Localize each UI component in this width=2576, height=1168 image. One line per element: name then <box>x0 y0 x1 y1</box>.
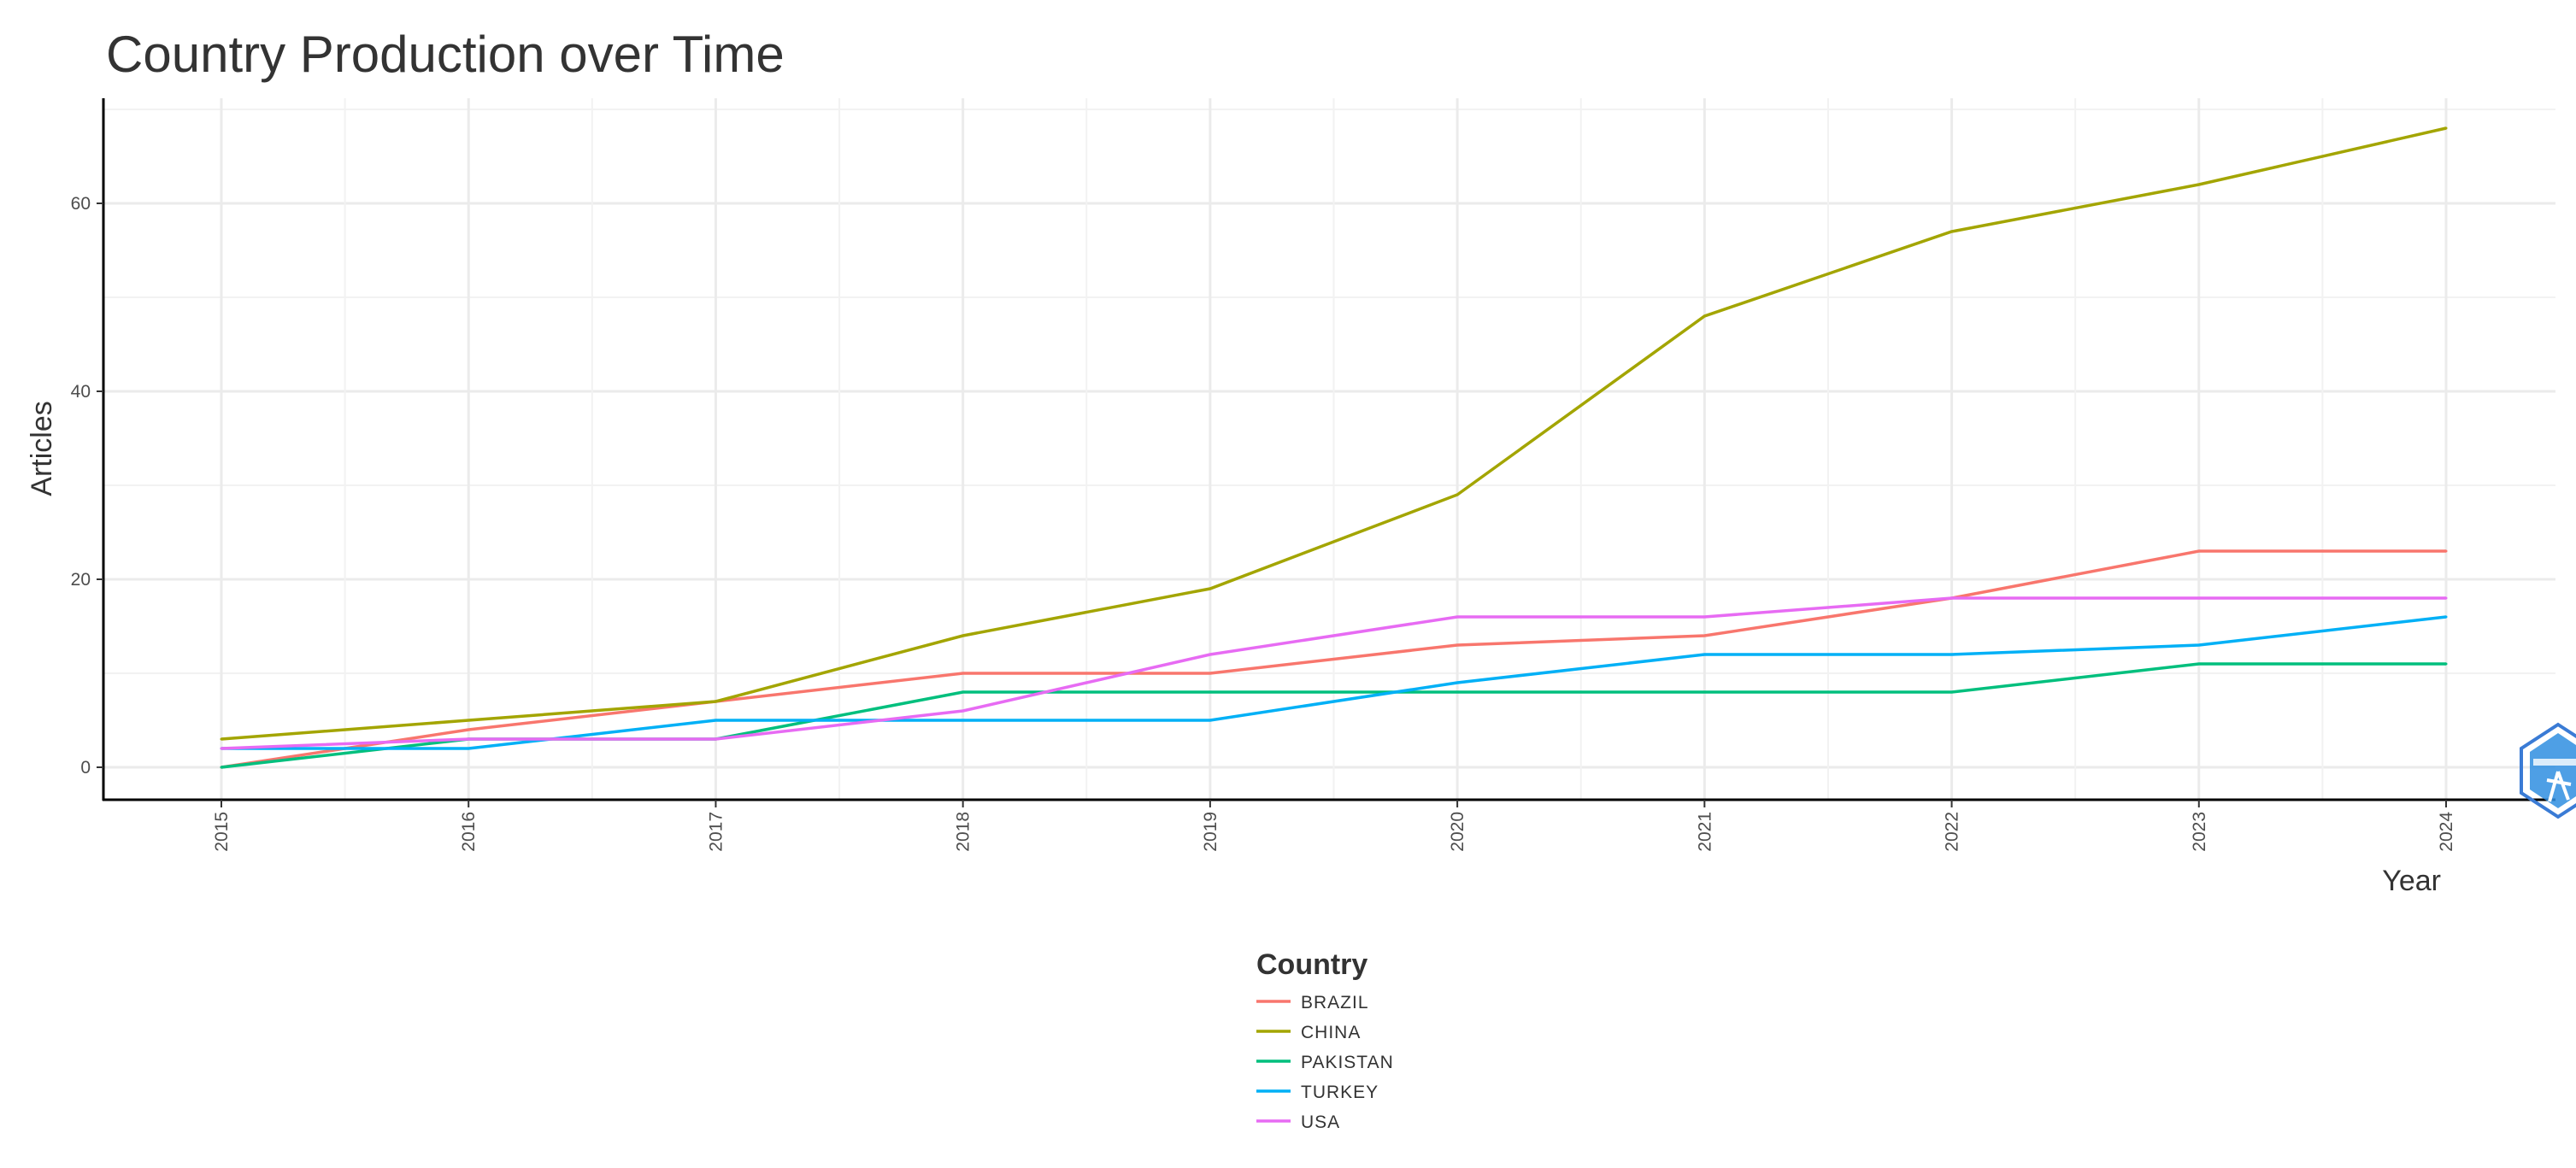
x-tick-label: 2015 <box>212 812 232 852</box>
legend-label: BRAZIL <box>1301 993 1369 1012</box>
data-point-brazil <box>1703 634 1706 637</box>
data-point-china <box>1209 587 1212 590</box>
series-line-china <box>221 126 2447 741</box>
x-tick-label: 2021 <box>1695 812 1714 852</box>
data-point-pakistan <box>1950 690 1954 694</box>
x-axis-label: Year <box>2382 865 2441 897</box>
data-point-brazil <box>2197 549 2201 553</box>
data-point-pakistan <box>962 690 965 694</box>
data-point-pakistan <box>1703 690 1706 694</box>
data-point-brazil <box>1209 672 1212 675</box>
data-point-usa <box>1703 615 1706 619</box>
data-point-china <box>962 634 965 637</box>
y-tick-label: 40 <box>71 382 91 402</box>
data-point-china <box>1950 230 1954 233</box>
x-tick-label: 2017 <box>706 812 726 852</box>
data-point-china <box>1456 493 1459 496</box>
data-point-pakistan <box>2197 662 2201 666</box>
y-axis-label: Articles <box>26 401 58 496</box>
series-lines <box>220 126 2448 769</box>
data-point-brazil <box>1456 643 1459 647</box>
x-tick-label: 2024 <box>2437 812 2456 852</box>
legend-item-usa: USA <box>1256 1112 1340 1132</box>
legend-label: CHINA <box>1301 1023 1361 1042</box>
data-point-turkey <box>2197 643 2201 647</box>
legend-item-turkey: TURKEY <box>1256 1083 1379 1102</box>
x-axis-ticks: 2015 2016 2017 2018 2019 2020 2021 2022 2023 2024 <box>212 800 2456 852</box>
data-point-pakistan <box>1209 690 1212 694</box>
data-point-china <box>1703 314 1706 318</box>
legend-label: TURKEY <box>1301 1083 1379 1102</box>
legend-item-pakistan: PAKISTAN <box>1256 1053 1394 1072</box>
data-point-usa <box>220 747 223 750</box>
series-line-usa <box>221 596 2446 750</box>
data-point-usa <box>1950 596 1954 600</box>
legend-item-brazil: BRAZIL <box>1256 993 1369 1012</box>
legend-label: PAKISTAN <box>1301 1053 1394 1072</box>
data-point-usa <box>2444 596 2448 600</box>
y-axis-ticks: 0 20 40 60 <box>71 194 103 778</box>
data-point-turkey <box>1950 653 1954 656</box>
chart-title: Country Production over Time <box>106 26 785 83</box>
data-point-pakistan <box>1456 690 1459 694</box>
data-point-turkey <box>467 747 470 750</box>
data-point-turkey <box>1703 653 1706 656</box>
y-tick-label: 60 <box>71 194 91 214</box>
data-point-turkey <box>714 719 717 722</box>
y-tick-label: 20 <box>71 570 91 590</box>
data-point-china <box>220 737 223 741</box>
data-point-usa <box>467 737 470 741</box>
x-tick-label: 2020 <box>1448 812 1467 852</box>
data-point-turkey <box>1209 719 1212 722</box>
data-point-turkey <box>962 719 965 722</box>
x-tick-label: 2022 <box>1943 812 1962 852</box>
legend-label: USA <box>1301 1112 1340 1132</box>
data-point-usa <box>714 737 717 741</box>
data-point-usa <box>1209 653 1212 656</box>
x-tick-label: 2018 <box>954 812 973 852</box>
data-point-usa <box>2197 596 2201 600</box>
series-line-turkey <box>221 615 2447 750</box>
data-point-brazil <box>467 728 470 731</box>
legend: Country BRAZIL CHINA PAKISTAN TURKEY USA <box>1256 948 1394 1132</box>
data-point-usa <box>962 709 965 713</box>
legend-title: Country <box>1256 948 1367 981</box>
legend-item-china: CHINA <box>1256 1023 1361 1042</box>
data-point-china <box>714 700 717 703</box>
data-point-china <box>2197 183 2201 186</box>
series-line-brazil <box>221 549 2446 769</box>
bibliometrix-logo-icon <box>2520 722 2576 819</box>
data-point-brazil <box>2444 549 2448 553</box>
x-tick-label: 2019 <box>1201 812 1220 852</box>
data-point-pakistan <box>2444 662 2448 666</box>
data-point-brazil <box>962 672 965 675</box>
data-point-turkey <box>2444 615 2448 619</box>
x-tick-label: 2023 <box>2190 812 2209 852</box>
data-point-china <box>467 719 470 722</box>
data-point-china <box>2444 126 2448 130</box>
x-tick-label: 2016 <box>459 812 479 852</box>
data-point-turkey <box>1456 681 1459 684</box>
data-point-pakistan <box>220 766 223 769</box>
gridlines <box>103 98 2555 800</box>
data-point-usa <box>1456 615 1459 619</box>
y-tick-label: 0 <box>80 758 91 778</box>
